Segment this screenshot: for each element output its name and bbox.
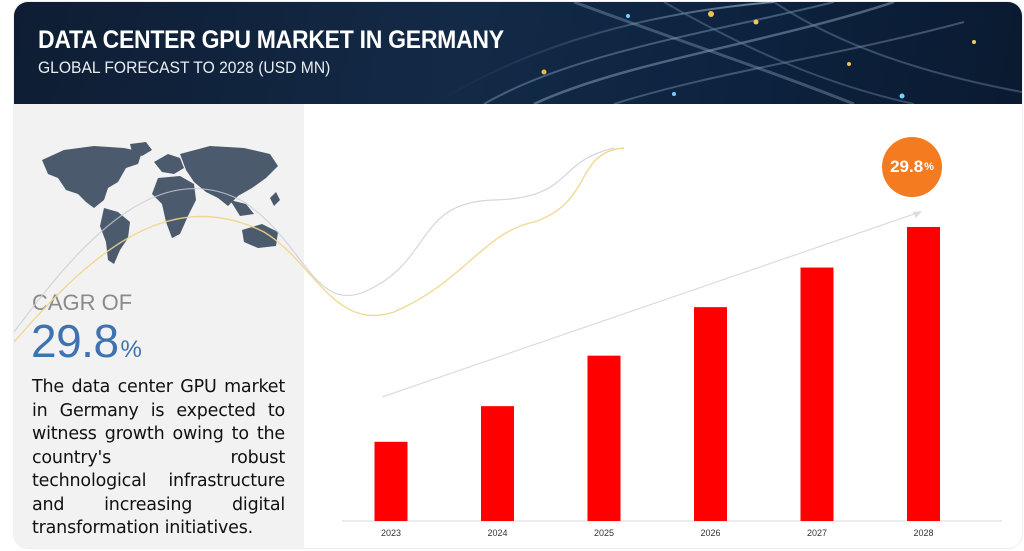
x-tick-label-2027: 2027 <box>807 528 827 538</box>
bar-2027 <box>800 267 834 521</box>
bars-group <box>374 226 940 521</box>
decorative-wave-gray <box>14 147 615 333</box>
header-banner: DATA CENTER GPU MARKET IN GERMANY GLOBAL… <box>14 2 1022 104</box>
cagr-number: 29.8 <box>31 315 119 367</box>
cagr-value: 29.8% <box>31 314 142 368</box>
cagr-badge: 29.8% <box>882 137 942 197</box>
page-subtitle: GLOBAL FORECAST TO 2028 (USD MN) <box>38 58 331 77</box>
badge-value: 29.8 <box>890 157 924 176</box>
bar-2025 <box>587 355 621 521</box>
world-map-icon <box>42 142 280 264</box>
x-tick-label-2023: 2023 <box>381 528 401 538</box>
bar-2028 <box>907 226 940 521</box>
x-tick-labels: 2023 2024 2025 2026 2027 2028 <box>381 528 934 538</box>
bar-2026 <box>694 307 727 521</box>
trend-arrowhead <box>913 211 922 218</box>
cagr-label: CAGR OF <box>32 290 133 315</box>
x-tick-label-2026: 2026 <box>700 528 720 538</box>
summary-panel: CAGR OF 29.8% The data center GPU market… <box>14 104 304 548</box>
fiber-optic-decoration <box>433 2 1022 104</box>
x-tick-label-2024: 2024 <box>487 528 507 538</box>
bar-2024 <box>481 406 514 521</box>
x-tick-label-2025: 2025 <box>594 528 614 538</box>
decorative-wave-yellow <box>14 147 625 343</box>
page-title: DATA CENTER GPU MARKET IN GERMANY <box>38 26 504 54</box>
bar-2023 <box>374 441 408 521</box>
infographic-card: DATA CENTER GPU MARKET IN GERMANY GLOBAL… <box>14 2 1022 548</box>
cagr-percent-sign: % <box>120 336 142 363</box>
trend-arrow-line <box>381 211 921 398</box>
bar-chart: 2023 2024 2025 2026 2027 2028 <box>14 147 1002 538</box>
market-description: The data center GPU market in Germany is… <box>32 377 285 538</box>
badge-percent-sign: % <box>924 161 934 173</box>
x-tick-label-2028: 2028 <box>913 528 933 538</box>
